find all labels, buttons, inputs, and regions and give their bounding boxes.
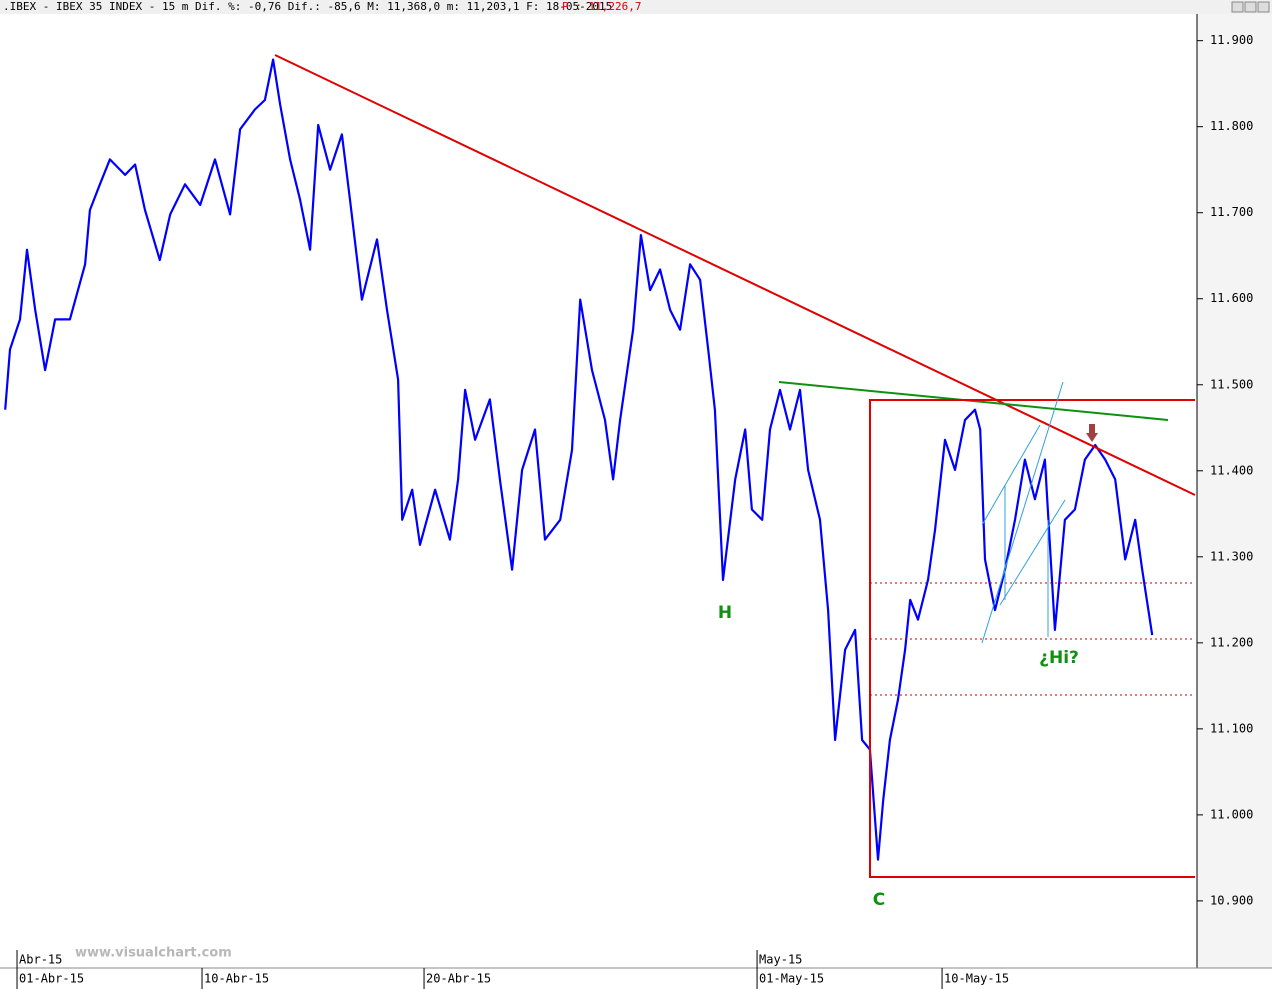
window-buttons[interactable]	[1231, 1, 1270, 13]
y-tick-label: 11.300	[1210, 549, 1253, 563]
marker-arrow	[1089, 424, 1095, 434]
minimize-button[interactable]	[1231, 1, 1244, 13]
header-bar	[0, 0, 1272, 14]
header-price: P : 11,226,7	[562, 0, 641, 13]
x-tick-label: 01-May-15	[759, 972, 824, 986]
plot-area	[4, 58, 1154, 861]
x-tick-label: 10-May-15	[944, 972, 1009, 986]
watermark: www.visualchart.com	[75, 946, 232, 961]
annotation: H	[718, 603, 732, 623]
y-tick-label: 11.400	[1210, 463, 1253, 477]
annotation: C	[873, 890, 885, 910]
y-tick-label: 10.900	[1210, 893, 1253, 907]
header-text: .IBEX - IBEX 35 INDEX - 15 m Dif. %: -0,…	[3, 0, 612, 13]
channel-line	[981, 424, 1041, 526]
annotation: ¿Hi?	[1039, 648, 1079, 668]
y-tick-label: 11.700	[1210, 205, 1253, 219]
y-axis-panel	[1197, 14, 1272, 968]
channel-line	[999, 499, 1066, 606]
y-tick-label: 11.000	[1210, 807, 1253, 821]
maximize-button[interactable]	[1244, 1, 1257, 13]
y-tick-label: 11.800	[1210, 119, 1253, 133]
close-button[interactable]	[1257, 1, 1270, 13]
channel-line	[981, 381, 1064, 644]
y-tick-label: 11.900	[1210, 33, 1253, 47]
marker-arrow	[1086, 433, 1098, 442]
price-line	[4, 58, 1154, 861]
y-tick-label: 11.600	[1210, 291, 1253, 305]
y-tick-label: 11.200	[1210, 635, 1253, 649]
x-tick-label: 10-Abr-15	[204, 972, 269, 986]
y-tick-label: 11.500	[1210, 377, 1253, 391]
trend-line	[274, 54, 1196, 496]
x-tick-label: 01-Abr-15	[19, 972, 84, 986]
y-tick-label: 11.100	[1210, 721, 1253, 735]
x-tick-label: 20-Abr-15	[426, 972, 491, 986]
drawings	[274, 54, 1196, 878]
month-tick-label: May-15	[759, 953, 802, 967]
month-tick-label: Abr-15	[19, 953, 62, 967]
